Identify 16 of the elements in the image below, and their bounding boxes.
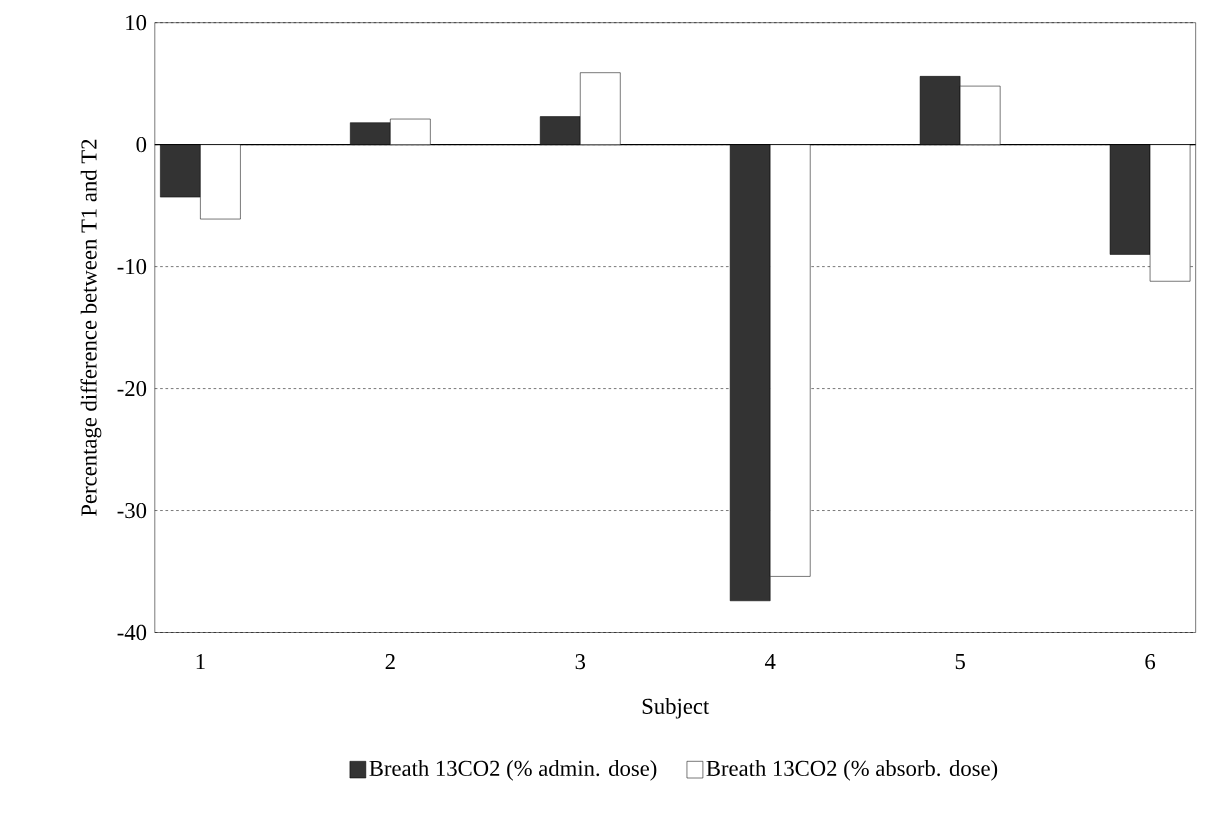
x-tick-label: 2 bbox=[385, 654, 395, 670]
x-tick-label: 6 bbox=[1145, 654, 1156, 670]
x-tick-label: 4 bbox=[764, 654, 776, 670]
legend-label: Breath 13CO2 (% admin. dose) bbox=[369, 760, 657, 781]
y-tick-label: -40 bbox=[117, 625, 147, 641]
y-tick-label: -30 bbox=[117, 503, 147, 519]
x-tick-label: 1 bbox=[196, 654, 205, 670]
y-axis-title: Percentage difference between T1 and T2 bbox=[80, 139, 102, 517]
y-tick-label: 10 bbox=[126, 15, 147, 31]
y-tick-label: -10 bbox=[117, 259, 147, 275]
y-tick-label: 0 bbox=[136, 137, 147, 153]
x-tick-label: 5 bbox=[955, 654, 965, 670]
x-tick-label: 3 bbox=[575, 654, 586, 670]
x-axis-title: Subject bbox=[642, 698, 710, 719]
y-tick-label: -20 bbox=[117, 381, 147, 397]
legend-label: Breath 13CO2 (% absorb. dose) bbox=[706, 760, 998, 781]
